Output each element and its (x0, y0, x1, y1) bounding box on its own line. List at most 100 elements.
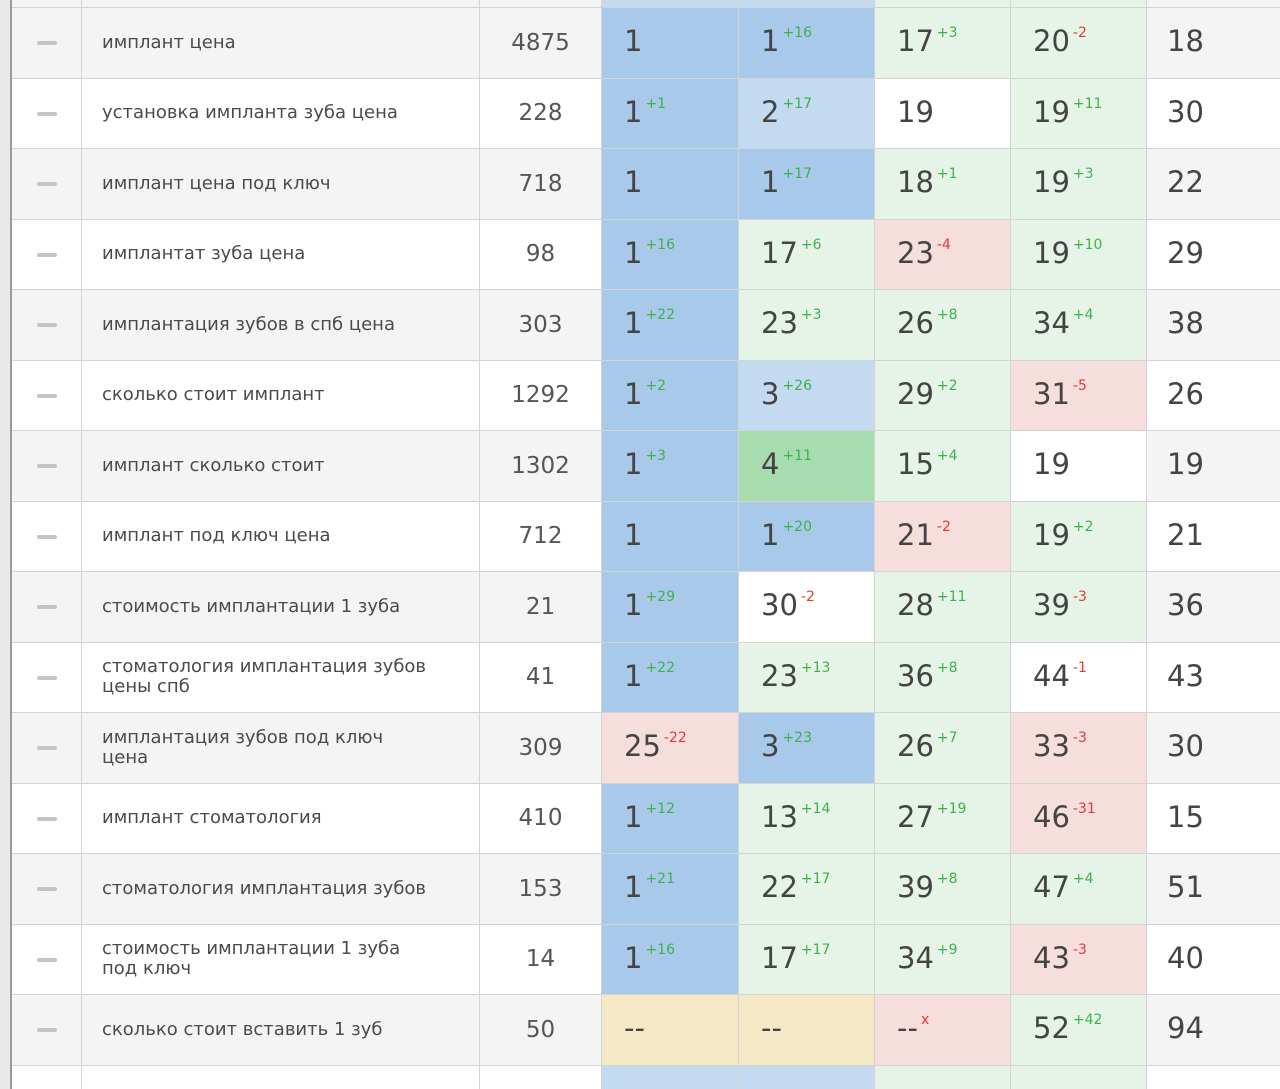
keyword: имплантация зубов в спб цена (102, 314, 395, 335)
position-cell: 19 +3 (1011, 149, 1147, 219)
position-cell: 19 +2 (1011, 501, 1147, 571)
row-handle-cell (12, 854, 82, 924)
last-position: 43 (1167, 658, 1204, 693)
position-cell: 28 +11 (875, 572, 1011, 642)
position-value: 44 (1033, 658, 1070, 693)
table-row: имплантация зубов в спб цена 303 1 +22 23 +3 2… (12, 290, 1280, 361)
position-value: 46 (1033, 799, 1070, 834)
position-cell: 19 +10 (1011, 219, 1147, 289)
position-cell: 46 -31 (1011, 783, 1147, 853)
frequency: 712 (518, 523, 563, 550)
position-cell: 19 +11 (1011, 78, 1147, 148)
keyword-line: имплант цена под ключ (102, 172, 331, 194)
keyword-line: под ключ (102, 958, 192, 980)
position-value: 26 (897, 306, 934, 340)
position: 28 +11 (897, 588, 966, 622)
position-cell: 23 +3 (739, 290, 875, 360)
position-delta: +20 (782, 518, 812, 535)
position-delta: +14 (800, 800, 831, 817)
position: 52 +42 (1033, 1011, 1102, 1045)
position-value: 19 (1033, 165, 1070, 199)
position-value: 39 (897, 870, 934, 904)
frequency-cell: 50 (480, 995, 602, 1065)
frequency: 98 (525, 241, 556, 268)
position-value: 17 (761, 940, 798, 975)
position-delta: +12 (645, 800, 675, 817)
row-handle-cell (12, 290, 82, 360)
frequency-cell: 153 (480, 854, 602, 924)
position-cell: 25 -22 (602, 713, 739, 783)
position-cell: 3 +23 (739, 713, 875, 783)
position-value: 1 (624, 376, 643, 411)
position-value: 31 (1033, 376, 1070, 411)
last-position-cell: 30 (1147, 79, 1280, 149)
keyword-cell: установка импланта зуба цена (82, 78, 480, 148)
position-cell: 1 (602, 8, 739, 78)
position-value: 2 (761, 94, 780, 129)
position-value: 34 (1033, 306, 1070, 340)
position-cell: 17 +6 (739, 219, 875, 289)
position-cell: 1 +16 (739, 8, 875, 78)
position-delta: +11 (782, 448, 812, 464)
position-cell: 15 +4 (875, 431, 1011, 501)
last-position: 21 (1167, 517, 1204, 552)
position: 1 +16 (624, 941, 675, 975)
table-row: имплант цена под ключ 718 1 1 +17 18 +1 19 +3 22 (12, 149, 1280, 220)
row-handle-cell (12, 149, 82, 219)
keyword-line: цена (102, 746, 149, 768)
position-cell: 1 +12 (602, 783, 739, 853)
keyword-line: стоимость имплантации 1 зуба (102, 595, 401, 617)
position-value: 17 (897, 24, 934, 58)
position-cell: 39 -3 (1011, 572, 1147, 642)
position-cell: 33 -3 (1011, 713, 1147, 783)
keyword-line: сколько стоит вставить 1 зуб (102, 1018, 383, 1040)
row-handle-cell (12, 360, 82, 430)
row-handle-cell (12, 713, 82, 783)
position-delta: +42 (1072, 1012, 1103, 1028)
position-delta: +8 (936, 871, 958, 887)
last-position-cell: 21 (1147, 502, 1280, 572)
position: 18 +1 (897, 165, 958, 199)
position-delta: +17 (800, 871, 831, 887)
position-cell: 26 +8 (875, 290, 1011, 360)
position-delta: +16 (645, 941, 675, 958)
keyword-cell: сколько стоит имплант (82, 360, 480, 430)
position: 1 +12 (624, 800, 675, 834)
frequency: 14 (525, 946, 556, 973)
position-delta: -2 (936, 518, 951, 535)
table-row: установка импланта зуба цена 228 1 +1 2 +17 19… (12, 78, 1280, 149)
table-row: имплант сколько стоит 1302 1 +3 4 +11 15 +4 19 19 (12, 431, 1280, 502)
position-delta: +3 (645, 448, 667, 464)
keyword: сколько стоит имплант (102, 385, 325, 405)
position: 47 +4 (1033, 870, 1094, 904)
frequency: 718 (518, 170, 563, 197)
position-delta: +3 (800, 307, 822, 323)
frequency: 21 (525, 593, 556, 620)
frequency: 1292 (511, 382, 570, 409)
last-position: 94 (1167, 1011, 1204, 1045)
position-value: -- (761, 1011, 782, 1045)
position-delta: +1 (936, 166, 958, 182)
keyword-line: стоматология имплантация зубов (102, 877, 427, 899)
keyword: имплантация зубов под ключ цена (102, 727, 383, 768)
frequency: 228 (518, 100, 563, 127)
position: 1 +16 (624, 236, 675, 270)
keyword: сколько стоит вставить 1 зуб (102, 1018, 383, 1040)
position-value: 19 (1033, 517, 1070, 552)
position-value: 47 (1033, 870, 1070, 904)
position: 19 +11 (1033, 95, 1102, 129)
keyword: стоматология имплантация зубов (102, 877, 427, 899)
keyword-cell: стоматология имплантация зубов цены спб (82, 642, 480, 712)
last-position-cell: 15 (1147, 784, 1280, 854)
position-cell: 44 -1 (1011, 642, 1147, 712)
position-value: 1 (624, 235, 643, 270)
keyword-cell: имплантация зубов под ключ цена (82, 713, 480, 783)
table-row: стоимость имплантации 1 зуба под ключ 14 1 +… (12, 924, 1280, 995)
position-cell: 29 +2 (875, 360, 1011, 430)
row-handle-cell (12, 995, 82, 1065)
position-value: 1 (624, 588, 643, 622)
keyword: стоимость имплантации 1 зуба (102, 595, 401, 617)
keyword-line: имплант стоматология (102, 807, 322, 829)
position-value: 4 (761, 447, 780, 481)
keyword-line: установка импланта зуба цена (102, 102, 398, 124)
